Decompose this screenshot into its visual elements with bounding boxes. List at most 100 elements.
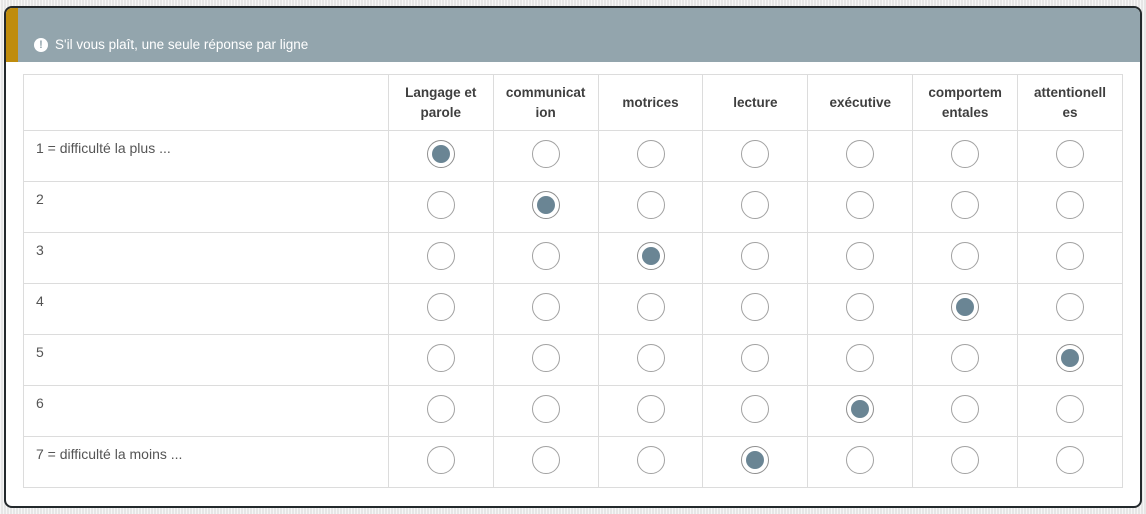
radio-row1-col3[interactable] bbox=[636, 139, 665, 168]
answer-cell-r2-c2 bbox=[492, 181, 599, 233]
column-header-1: Langage et parole bbox=[387, 74, 494, 131]
radio-row6-col5-selected[interactable] bbox=[846, 394, 875, 423]
answer-cell-r1-c5 bbox=[807, 130, 914, 182]
radio-row2-col6[interactable] bbox=[951, 190, 980, 219]
radio-row7-col1[interactable] bbox=[426, 445, 455, 474]
matrix-header: Langage et parole communicat ion motrices l… bbox=[23, 74, 1123, 131]
row-label-6: 6 bbox=[23, 385, 389, 437]
radio-row1-col6[interactable] bbox=[951, 139, 980, 168]
radio-row4-col4[interactable] bbox=[741, 292, 770, 321]
radio-row5-col2[interactable] bbox=[531, 343, 560, 372]
row-label-1: 1 = difficulté la plus ... bbox=[23, 130, 389, 182]
radio-row5-col3[interactable] bbox=[636, 343, 665, 372]
answer-cell-r1-c3 bbox=[597, 130, 704, 182]
radio-row1-col7[interactable] bbox=[1056, 139, 1085, 168]
radio-row1-col4[interactable] bbox=[741, 139, 770, 168]
radio-row4-col3[interactable] bbox=[636, 292, 665, 321]
row-label-3: 3 bbox=[23, 232, 389, 284]
radio-row7-col5[interactable] bbox=[846, 445, 875, 474]
radio-row2-col1[interactable] bbox=[426, 190, 455, 219]
answer-cell-r6-c6 bbox=[912, 385, 1019, 437]
radio-row6-col7[interactable] bbox=[1056, 394, 1085, 423]
radio-row1-col2[interactable] bbox=[531, 139, 560, 168]
column-header-4: lecture bbox=[702, 74, 809, 131]
radio-row7-col3[interactable] bbox=[636, 445, 665, 474]
answer-cell-r7-c5 bbox=[807, 436, 914, 488]
answer-cell-r3-c7 bbox=[1017, 232, 1123, 284]
answer-cell-r4-c3 bbox=[597, 283, 704, 335]
radio-row4-col2[interactable] bbox=[531, 292, 560, 321]
radio-row5-col1[interactable] bbox=[426, 343, 455, 372]
radio-row7-col7[interactable] bbox=[1056, 445, 1085, 474]
matrix-row-3: 3 bbox=[23, 232, 1123, 284]
radio-row3-col1[interactable] bbox=[426, 241, 455, 270]
row-label-2: 2 bbox=[23, 181, 389, 233]
radio-row7-col6[interactable] bbox=[951, 445, 980, 474]
answer-cell-r7-c6 bbox=[912, 436, 1019, 488]
radio-row3-col2[interactable] bbox=[531, 241, 560, 270]
radio-row6-col1[interactable] bbox=[426, 394, 455, 423]
radio-row3-col7[interactable] bbox=[1056, 241, 1085, 270]
answer-cell-r5-c6 bbox=[912, 334, 1019, 386]
radio-row3-col6[interactable] bbox=[951, 241, 980, 270]
matrix-row-6: 6 bbox=[23, 385, 1123, 437]
matrix-header-row: Langage et parole communicat ion motrices l… bbox=[23, 74, 1123, 131]
matrix-row-1: 1 = difficulté la plus ... bbox=[23, 130, 1123, 182]
answer-cell-r7-c3 bbox=[597, 436, 704, 488]
answer-cell-r3-c1 bbox=[387, 232, 494, 284]
radio-row6-col2[interactable] bbox=[531, 394, 560, 423]
answer-cell-r4-c6 bbox=[912, 283, 1019, 335]
radio-row1-col1-selected[interactable] bbox=[426, 139, 455, 168]
answer-cell-r2-c5 bbox=[807, 181, 914, 233]
column-header-7: attentionell es bbox=[1017, 74, 1123, 131]
matrix-body: 1 = difficulté la plus ... 2 3 4 5 6 7 = diffi… bbox=[23, 130, 1123, 488]
radio-row7-col2[interactable] bbox=[531, 445, 560, 474]
radio-row4-col6-selected[interactable] bbox=[951, 292, 980, 321]
question-accent-bar bbox=[6, 8, 18, 62]
answer-cell-r3-c6 bbox=[912, 232, 1019, 284]
radio-row2-col7[interactable] bbox=[1056, 190, 1085, 219]
radio-row3-col4[interactable] bbox=[741, 241, 770, 270]
radio-row4-col7[interactable] bbox=[1056, 292, 1085, 321]
answer-cell-r2-c6 bbox=[912, 181, 1019, 233]
exclamation-circle-icon: ! bbox=[34, 38, 48, 52]
radio-row5-col7-selected[interactable] bbox=[1056, 343, 1085, 372]
answer-cell-r2-c3 bbox=[597, 181, 704, 233]
radio-row2-col3[interactable] bbox=[636, 190, 665, 219]
answer-cell-r5-c5 bbox=[807, 334, 914, 386]
answer-cell-r4-c5 bbox=[807, 283, 914, 335]
answer-cell-r6-c4 bbox=[702, 385, 809, 437]
radio-row5-col6[interactable] bbox=[951, 343, 980, 372]
matrix-row-7: 7 = difficulté la moins ... bbox=[23, 436, 1123, 488]
answer-cell-r6-c3 bbox=[597, 385, 704, 437]
radio-row2-col2-selected[interactable] bbox=[531, 190, 560, 219]
row-label-7: 7 = difficulté la moins ... bbox=[23, 436, 389, 488]
radio-row6-col6[interactable] bbox=[951, 394, 980, 423]
answer-cell-r3-c2 bbox=[492, 232, 599, 284]
radio-row7-col4-selected[interactable] bbox=[741, 445, 770, 474]
radio-row4-col1[interactable] bbox=[426, 292, 455, 321]
radio-row2-col4[interactable] bbox=[741, 190, 770, 219]
row-label-4: 4 bbox=[23, 283, 389, 335]
answer-cell-r4-c4 bbox=[702, 283, 809, 335]
radio-row2-col5[interactable] bbox=[846, 190, 875, 219]
answer-cell-r5-c2 bbox=[492, 334, 599, 386]
answer-cell-r5-c7 bbox=[1017, 334, 1123, 386]
answer-cell-r7-c1 bbox=[387, 436, 494, 488]
radio-row1-col5[interactable] bbox=[846, 139, 875, 168]
radio-row3-col5[interactable] bbox=[846, 241, 875, 270]
answer-cell-r3-c4 bbox=[702, 232, 809, 284]
column-header-3: motrices bbox=[597, 74, 704, 131]
radio-row3-col3-selected[interactable] bbox=[636, 241, 665, 270]
radio-row5-col5[interactable] bbox=[846, 343, 875, 372]
answer-cell-r5-c1 bbox=[387, 334, 494, 386]
answer-cell-r7-c4 bbox=[702, 436, 809, 488]
radio-row6-col3[interactable] bbox=[636, 394, 665, 423]
radio-row4-col5[interactable] bbox=[846, 292, 875, 321]
question-panel: ! S'il vous plaît, une seule réponse par… bbox=[4, 6, 1142, 508]
radio-row6-col4[interactable] bbox=[741, 394, 770, 423]
answer-cell-r4-c7 bbox=[1017, 283, 1123, 335]
answer-cell-r1-c1 bbox=[387, 130, 494, 182]
answer-cell-r3-c5 bbox=[807, 232, 914, 284]
radio-row5-col4[interactable] bbox=[741, 343, 770, 372]
